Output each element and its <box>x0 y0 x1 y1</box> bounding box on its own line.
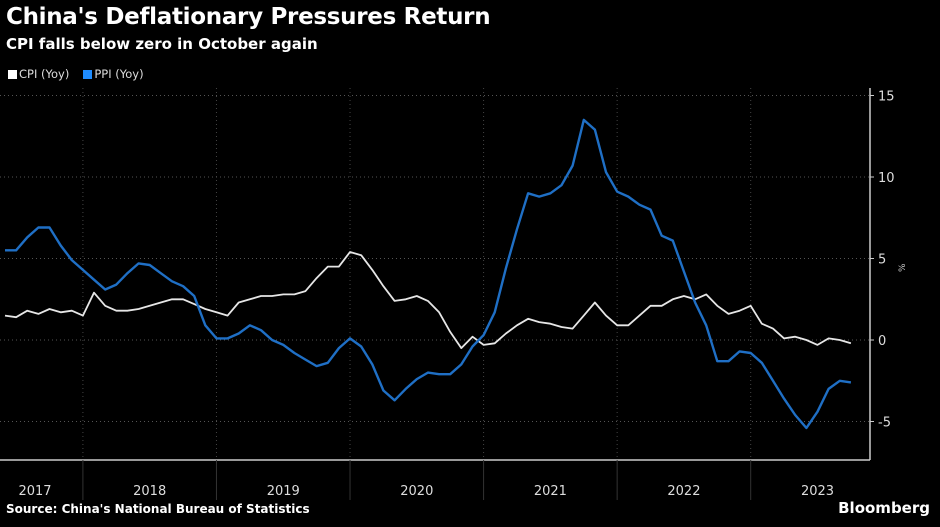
legend: CPI (Yoy) PPI (Yoy) <box>8 67 144 81</box>
series-line-ppi <box>5 118 852 430</box>
y-tick-label: 0 <box>878 334 886 349</box>
chart-title: China's Deflationary Pressures Return <box>6 4 491 30</box>
legend-item-cpi: CPI (Yoy) <box>8 67 69 81</box>
x-year-label: 2021 <box>534 484 567 499</box>
legend-swatch-cpi <box>8 70 17 79</box>
legend-swatch-ppi <box>83 70 93 79</box>
legend-item-ppi: PPI (Yoy) <box>83 67 144 81</box>
y-tick-label: 15 <box>878 90 895 105</box>
y-tick-label: 10 <box>878 171 895 186</box>
bloomberg-logo: Bloomberg <box>838 499 930 517</box>
x-year-label: 2020 <box>400 484 433 499</box>
legend-label-ppi: PPI (Yoy) <box>94 67 144 81</box>
x-year-label: 2023 <box>801 484 834 499</box>
x-year-label: 2018 <box>133 484 166 499</box>
x-year-label: 2022 <box>667 484 700 499</box>
y-tick-label: 5 <box>878 253 886 268</box>
y-axis-unit: % <box>898 263 908 272</box>
y-tick-label: -5 <box>878 416 891 431</box>
series-line-cpi <box>4 251 852 350</box>
legend-label-cpi: CPI (Yoy) <box>19 67 70 81</box>
x-year-label: 2019 <box>267 484 300 499</box>
source-note: Source: China's National Bureau of Stati… <box>6 502 310 516</box>
x-year-label: 2017 <box>18 484 51 499</box>
chart-subtitle: CPI falls below zero in October again <box>6 35 318 53</box>
